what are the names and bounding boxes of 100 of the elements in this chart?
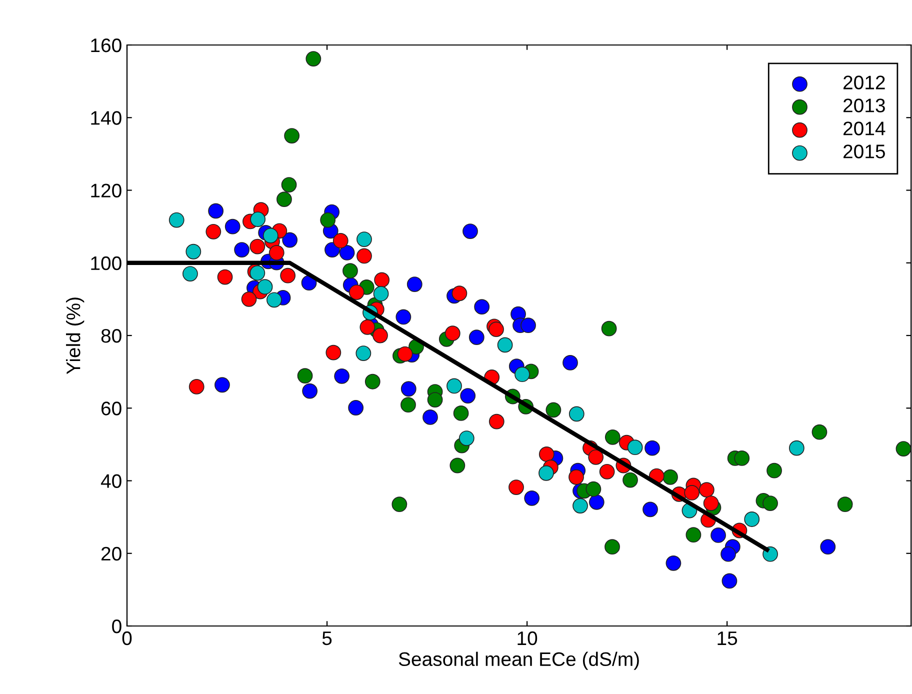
x-tick-label: 15 — [718, 632, 738, 646]
point — [280, 268, 296, 284]
point — [497, 337, 513, 353]
point — [462, 224, 478, 239]
point — [250, 238, 266, 254]
point — [460, 388, 476, 404]
x-axis-title: Seasonal mean ECe (dS/m) — [398, 652, 639, 670]
point — [400, 397, 416, 413]
point — [514, 366, 530, 382]
y-axis-title: Yield (%) — [66, 298, 84, 374]
point — [762, 496, 778, 511]
point — [326, 344, 342, 360]
point — [604, 539, 620, 555]
point — [546, 402, 562, 418]
legend-label: 2015 — [844, 144, 885, 158]
point — [360, 319, 376, 335]
point — [297, 368, 313, 384]
point — [372, 328, 388, 344]
point — [698, 482, 714, 498]
point — [206, 224, 222, 240]
point — [324, 242, 340, 258]
legend-label: 2013 — [844, 98, 885, 112]
y-tick-label: 0 — [112, 619, 122, 634]
point — [458, 430, 474, 446]
point — [396, 309, 412, 325]
point — [601, 320, 617, 336]
x-tick-label: 0 — [122, 631, 132, 646]
point — [703, 496, 719, 511]
point — [281, 177, 297, 193]
point — [453, 406, 469, 421]
point — [208, 203, 224, 219]
point — [224, 218, 240, 234]
point — [400, 381, 416, 397]
point — [374, 272, 390, 288]
point — [168, 212, 184, 228]
point — [268, 245, 284, 260]
point — [686, 527, 702, 543]
point — [488, 322, 504, 338]
point — [217, 269, 233, 285]
point — [182, 266, 198, 282]
point — [364, 374, 380, 390]
legend-label: 2014 — [844, 122, 886, 136]
point — [427, 392, 443, 408]
point — [568, 469, 584, 485]
point — [627, 440, 643, 456]
point — [588, 494, 604, 510]
y-tick-label: 160 — [91, 38, 122, 52]
y-tick-label: 20 — [101, 546, 122, 561]
point — [334, 368, 350, 384]
point — [392, 496, 408, 512]
point — [348, 284, 364, 300]
point — [450, 458, 466, 474]
y-tick-label: 80 — [101, 328, 122, 343]
point — [812, 424, 828, 440]
point — [744, 512, 760, 527]
point — [666, 555, 682, 571]
point — [356, 232, 372, 247]
point — [568, 406, 584, 422]
point — [524, 490, 540, 506]
point — [348, 400, 364, 416]
point — [339, 245, 355, 260]
y-tick-label: 40 — [100, 474, 122, 488]
point — [406, 276, 422, 292]
point — [468, 330, 484, 346]
point — [538, 446, 554, 462]
point — [186, 244, 202, 260]
point — [214, 377, 230, 393]
x-tick-label: 5 — [322, 632, 332, 646]
x-tick-label: 10 — [518, 631, 538, 646]
point — [588, 449, 604, 465]
point — [586, 481, 602, 497]
point — [622, 472, 638, 488]
y-tick-label: 140 — [91, 111, 122, 125]
point — [474, 299, 490, 315]
point — [284, 128, 300, 144]
point — [241, 291, 257, 307]
point — [262, 228, 278, 244]
point — [538, 465, 554, 481]
point — [734, 450, 750, 466]
point — [572, 498, 588, 514]
point — [599, 464, 615, 480]
point — [896, 441, 912, 456]
point — [302, 383, 318, 399]
point — [766, 462, 782, 478]
point — [342, 263, 358, 279]
point — [562, 355, 578, 370]
point — [644, 440, 660, 456]
point — [356, 248, 372, 264]
point — [684, 485, 700, 500]
point — [722, 573, 738, 589]
point — [282, 232, 298, 248]
y-tick-label: 100 — [91, 256, 122, 270]
point — [788, 440, 804, 456]
point — [373, 286, 389, 302]
point — [444, 326, 460, 342]
point — [397, 346, 413, 362]
point — [720, 546, 736, 562]
legend-label: 2012 — [844, 76, 885, 90]
point — [250, 212, 266, 228]
point — [662, 469, 678, 485]
